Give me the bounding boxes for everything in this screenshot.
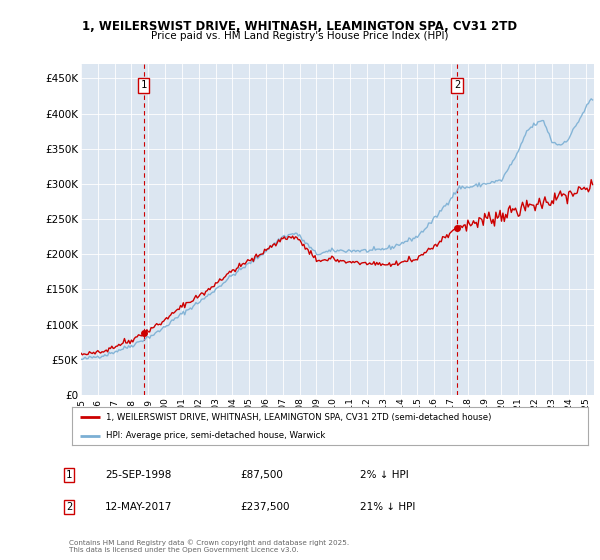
Text: 12-MAY-2017: 12-MAY-2017	[105, 502, 172, 512]
Text: 2: 2	[66, 502, 72, 512]
Text: Contains HM Land Registry data © Crown copyright and database right 2025.
This d: Contains HM Land Registry data © Crown c…	[69, 540, 349, 553]
Text: 1, WEILERSWIST DRIVE, WHITNASH, LEAMINGTON SPA, CV31 2TD (semi-detached house): 1, WEILERSWIST DRIVE, WHITNASH, LEAMINGT…	[106, 413, 491, 422]
Text: 25-SEP-1998: 25-SEP-1998	[105, 470, 172, 480]
Text: £237,500: £237,500	[240, 502, 290, 512]
Text: 1: 1	[140, 81, 147, 91]
Text: 1, WEILERSWIST DRIVE, WHITNASH, LEAMINGTON SPA, CV31 2TD: 1, WEILERSWIST DRIVE, WHITNASH, LEAMINGT…	[82, 20, 518, 32]
Text: £87,500: £87,500	[240, 470, 283, 480]
Text: Price paid vs. HM Land Registry's House Price Index (HPI): Price paid vs. HM Land Registry's House …	[151, 31, 449, 41]
Text: 1: 1	[66, 470, 72, 480]
Text: 21% ↓ HPI: 21% ↓ HPI	[360, 502, 415, 512]
Text: 2: 2	[454, 81, 460, 91]
Text: HPI: Average price, semi-detached house, Warwick: HPI: Average price, semi-detached house,…	[106, 431, 325, 440]
Text: 2% ↓ HPI: 2% ↓ HPI	[360, 470, 409, 480]
